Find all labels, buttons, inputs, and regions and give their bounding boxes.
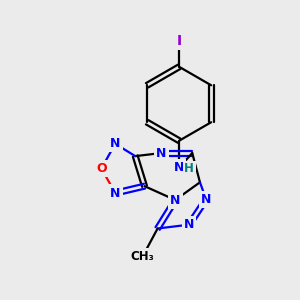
Text: N: N: [173, 161, 184, 174]
Text: H: H: [184, 162, 194, 175]
Text: N: N: [174, 161, 184, 174]
Text: N: N: [156, 146, 167, 160]
Text: N: N: [201, 193, 211, 206]
Text: N: N: [110, 187, 120, 200]
Text: CH₃: CH₃: [130, 250, 154, 263]
Text: O: O: [96, 162, 107, 175]
Text: N: N: [184, 218, 194, 231]
Text: I: I: [177, 34, 182, 48]
Text: I: I: [177, 34, 182, 48]
Text: H: H: [185, 162, 195, 175]
Text: N: N: [110, 137, 120, 150]
Text: N: N: [170, 194, 181, 206]
